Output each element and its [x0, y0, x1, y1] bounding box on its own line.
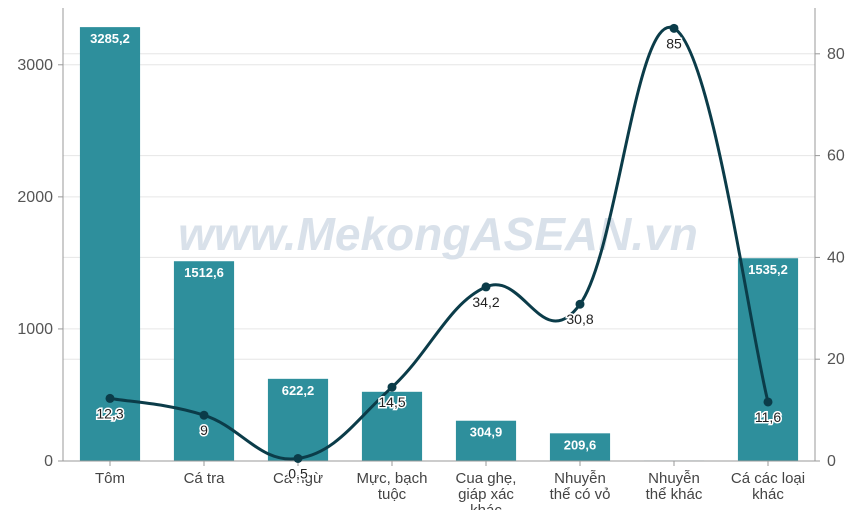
bar-value-label: 209,6 [564, 437, 597, 452]
category-label: Tôm [95, 470, 125, 487]
line-value-label: 14,5 [378, 394, 405, 410]
bar [455, 420, 517, 461]
line-point [387, 382, 397, 392]
category-label: Mực, bạch [357, 470, 428, 487]
bar [549, 433, 611, 461]
category-label: thể khác [646, 486, 703, 503]
data-labels: 3285,2 1512,6 622,2 304,9 209,6 1535,2 12,3 9 0,… [90, 31, 788, 483]
line-point [293, 453, 303, 463]
bar-value-label: 622,2 [282, 383, 315, 398]
left-tick-label: 3000 [17, 57, 53, 74]
right-tick-label: 20 [827, 351, 845, 368]
bar-value-label: 1512,6 [184, 265, 224, 280]
category-label: Nhuyễn [648, 470, 700, 487]
line-value-label: 11,6 [755, 409, 781, 425]
bar [267, 378, 329, 461]
left-tick-label: 2000 [17, 189, 53, 206]
right-tick-label: 0 [827, 453, 836, 470]
line-value-label: 34,2 [472, 294, 499, 310]
category-label: Cá các loại [731, 470, 805, 487]
bar-value-label: 304,9 [470, 425, 503, 440]
category-label: thể có vỏ [550, 486, 611, 503]
category-label: Cá ngừ [273, 470, 323, 487]
line-value-label: 0,5 [288, 465, 308, 481]
bar-value-label: 1535,2 [748, 262, 788, 277]
right-tick-label: 80 [827, 46, 845, 63]
right-tick-label: 40 [827, 249, 845, 266]
bar [79, 27, 141, 462]
category-label: tuộc [378, 486, 407, 503]
line-point [669, 23, 679, 33]
right-tick-label: 60 [827, 148, 845, 165]
left-tick-label: 1000 [17, 321, 53, 338]
left-tick-label: 0 [44, 453, 53, 470]
line-point [481, 282, 491, 292]
category-label: Nhuyễn [554, 470, 606, 487]
line-value-label: 30,8 [566, 311, 593, 327]
watermark-text: www.MekongASEAN.vn [178, 208, 698, 260]
category-label: khác [752, 486, 784, 503]
line-value-label: 85 [666, 35, 682, 51]
category-label: giáp xác [458, 486, 514, 503]
line-path [109, 25, 770, 461]
bar-series [79, 27, 799, 462]
bar [173, 261, 235, 461]
category-label: Cua ghẹ, [456, 470, 517, 487]
bar-value-label: 3285,2 [90, 31, 130, 46]
line-point [105, 393, 115, 403]
axes: 0 1000 2000 3000 0 20 40 60 80 Tôm Cá tra Cá ngừ Mực… [17, 8, 845, 510]
line-value-label: 12,3 [96, 405, 123, 421]
line-series [105, 23, 773, 463]
category-label: Cá tra [184, 470, 226, 487]
bar [361, 391, 423, 461]
line-value-label: 9 [200, 422, 208, 438]
line-point [199, 410, 209, 420]
category-label: khác [470, 502, 502, 510]
line-point [763, 397, 773, 407]
line-point [575, 299, 585, 309]
